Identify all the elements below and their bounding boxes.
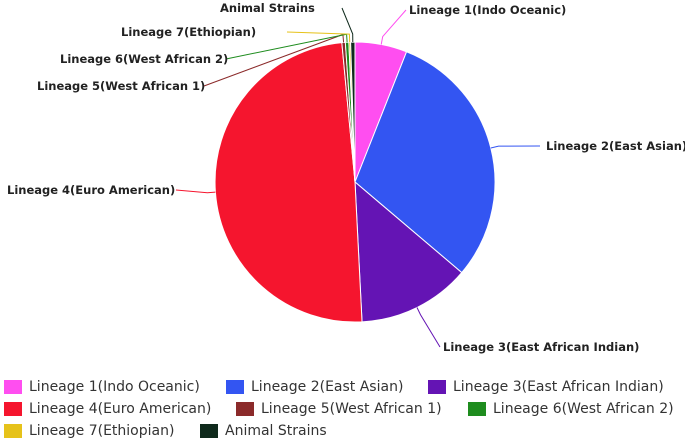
legend: Lineage 1(Indo Oceanic) Lineage 2(East A…: [4, 376, 684, 442]
slice-label-lineage-7: Lineage 7(Ethiopian): [121, 25, 256, 39]
legend-swatch-lineage-4: [4, 402, 22, 416]
leader-line-lineage-1-indo-oceanic: [380, 9, 407, 45]
leader-line-lineage-2-east-asian: [490, 145, 541, 149]
legend-label-lineage-7: Lineage 7(Ethiopian): [29, 423, 175, 439]
legend-label-lineage-1: Lineage 1(Indo Oceanic): [29, 379, 200, 395]
slice-label-animal-strains: Animal Strains: [220, 1, 315, 15]
legend-item-lineage-1[interactable]: Lineage 1(Indo Oceanic): [4, 379, 226, 395]
legend-item-lineage-5[interactable]: Lineage 5(West African 1): [236, 401, 468, 417]
legend-label-lineage-3: Lineage 3(East African Indian): [453, 379, 664, 395]
pie-slice-lineage-4-euro-american[interactable]: [214, 42, 363, 323]
slice-label-lineage-6: Lineage 6(West African 2): [60, 52, 228, 66]
legend-label-animal-strains: Animal Strains: [225, 423, 327, 439]
legend-label-lineage-4: Lineage 4(Euro American): [29, 401, 212, 417]
leader-lines: [175, 7, 541, 348]
legend-item-lineage-6[interactable]: Lineage 6(West African 2): [468, 401, 674, 417]
legend-swatch-animal-strains: [200, 424, 218, 438]
legend-label-lineage-5: Lineage 5(West African 1): [261, 401, 442, 417]
slice-label-lineage-4: Lineage 4(Euro American): [7, 183, 175, 197]
pie-slices: [214, 41, 496, 323]
slice-label-lineage-5: Lineage 5(West African 1): [37, 79, 205, 93]
legend-label-lineage-2: Lineage 2(East Asian): [251, 379, 404, 395]
leader-line-lineage-7-ethiopian: [286, 31, 351, 43]
legend-item-lineage-2[interactable]: Lineage 2(East Asian): [226, 379, 428, 395]
leader-line-animal-strains: [341, 7, 354, 43]
slice-label-lineage-1: Lineage 1(Indo Oceanic): [409, 3, 566, 17]
legend-swatch-lineage-7: [4, 424, 22, 438]
legend-swatch-lineage-5: [236, 402, 254, 416]
pie-slice-animal-strains[interactable]: [350, 41, 356, 183]
slice-labels: Lineage 1(Indo Oceanic) Lineage 2(East A…: [7, 1, 685, 354]
leader-line-lineage-4-euro-american: [175, 189, 216, 194]
pie-chart: Lineage 1(Indo Oceanic) Lineage 2(East A…: [7, 1, 685, 354]
pie-slice-lineage-2-east-asian[interactable]: [354, 51, 496, 274]
legend-item-lineage-7[interactable]: Lineage 7(Ethiopian): [4, 423, 200, 439]
legend-swatch-lineage-2: [226, 380, 244, 394]
legend-item-lineage-4[interactable]: Lineage 4(Euro American): [4, 401, 236, 417]
legend-swatch-lineage-6: [468, 402, 486, 416]
slice-label-lineage-2: Lineage 2(East Asian): [546, 139, 685, 153]
legend-item-animal-strains[interactable]: Animal Strains: [200, 423, 327, 439]
slice-label-lineage-3: Lineage 3(East African Indian): [443, 340, 639, 354]
leader-line-lineage-3-east-african-indian: [416, 307, 441, 348]
legend-swatch-lineage-1: [4, 380, 22, 394]
legend-swatch-lineage-3: [428, 380, 446, 394]
legend-label-lineage-6: Lineage 6(West African 2): [493, 401, 674, 417]
legend-item-lineage-3[interactable]: Lineage 3(East African Indian): [428, 379, 664, 395]
